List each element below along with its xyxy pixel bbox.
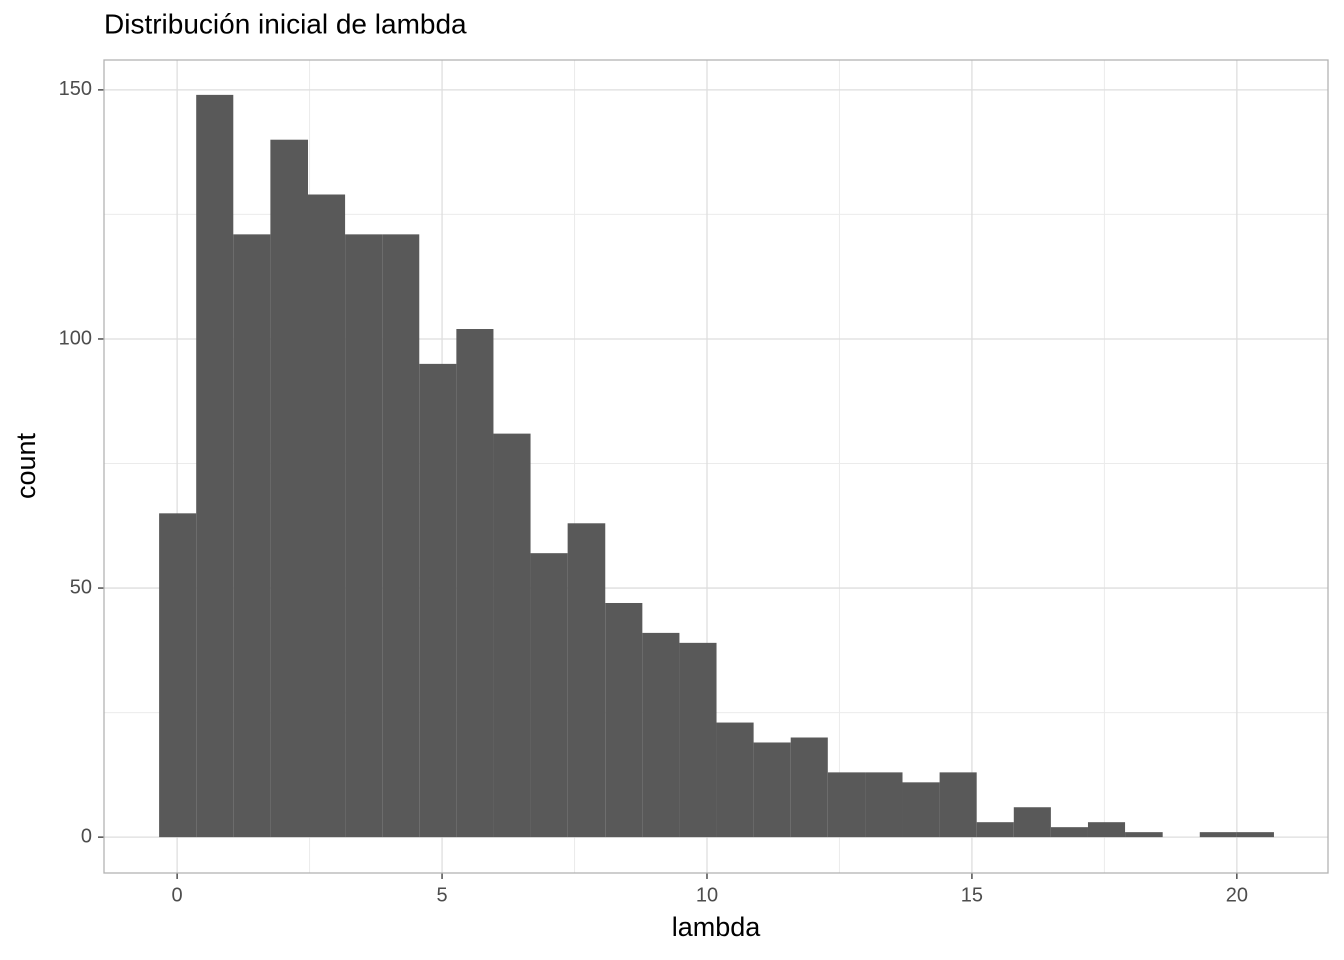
bar <box>530 553 568 838</box>
bar <box>345 234 383 838</box>
y-tick-label: 100 <box>59 327 92 349</box>
x-tick-label: 10 <box>696 884 718 906</box>
bar <box>1087 822 1126 838</box>
bar <box>1236 832 1274 838</box>
bar <box>196 94 234 838</box>
bar <box>865 772 903 838</box>
bar <box>456 329 494 838</box>
y-tick-label: 150 <box>59 78 92 100</box>
bar <box>1125 832 1163 838</box>
x-tick-label: 5 <box>436 884 447 906</box>
bar <box>716 722 754 838</box>
bar <box>939 772 977 838</box>
bar <box>976 822 1014 838</box>
bar <box>419 363 457 838</box>
panel-border <box>103 59 1329 874</box>
bar <box>679 642 717 838</box>
bar <box>605 602 643 838</box>
bar <box>493 433 531 838</box>
y-tick-label: 50 <box>70 576 92 598</box>
bar <box>1199 832 1237 838</box>
bar <box>382 234 420 838</box>
y-axis-title: count <box>11 432 41 499</box>
bar <box>1050 827 1088 838</box>
bar <box>790 737 828 838</box>
bar <box>642 632 680 838</box>
bar <box>270 139 308 838</box>
bar <box>233 234 271 838</box>
x-tick-label: 15 <box>961 884 983 906</box>
x-tick-label: 20 <box>1226 884 1248 906</box>
x-axis-title: lambda <box>672 912 762 942</box>
y-tick-label: 0 <box>81 825 92 847</box>
bar <box>753 742 791 838</box>
bar <box>567 523 606 838</box>
bar <box>902 782 940 838</box>
bar <box>159 513 197 838</box>
x-tick-label: 0 <box>172 884 183 906</box>
bar <box>308 194 346 838</box>
bar <box>1013 807 1051 838</box>
bar <box>827 772 866 838</box>
chart-title: Distribución inicial de lambda <box>104 8 467 39</box>
